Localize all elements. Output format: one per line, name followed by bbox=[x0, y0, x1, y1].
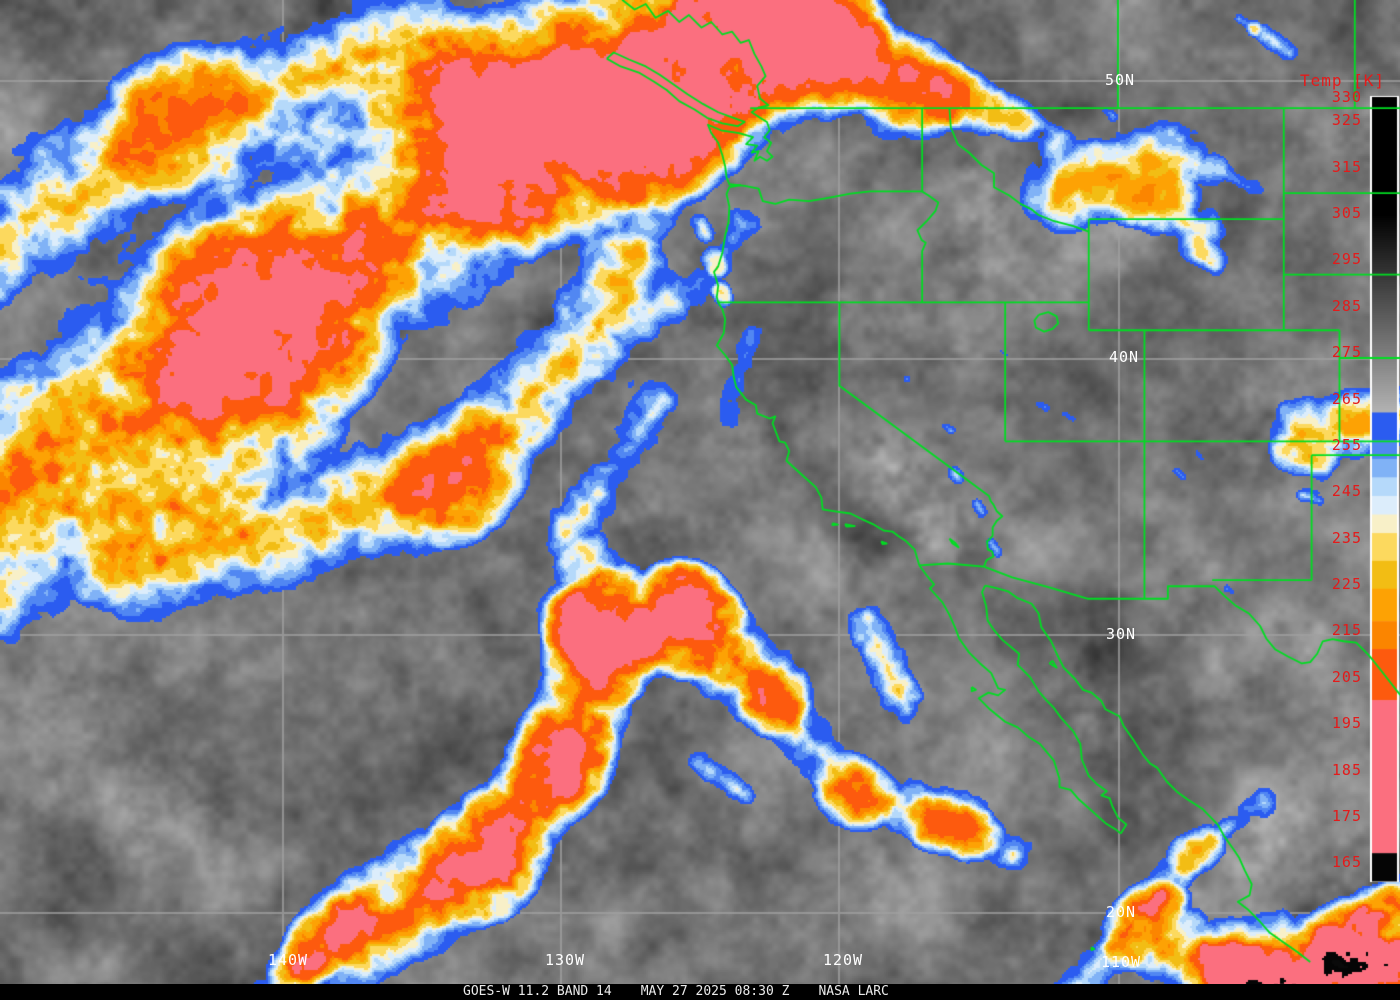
caption-datetime: MAY 27 2025 08:30 Z bbox=[640, 984, 790, 999]
caption-instrument: GOES-W 11.2 BAND 14 bbox=[463, 984, 612, 999]
caption-credit: NASA LARC bbox=[818, 984, 889, 999]
caption-text: GOES-W 11.2 BAND 14 MAY 27 2025 08:30 Z NA… bbox=[463, 985, 889, 999]
caption-bar: GOES-W 11.2 BAND 14 MAY 27 2025 08:30 Z NA… bbox=[0, 984, 1400, 1000]
